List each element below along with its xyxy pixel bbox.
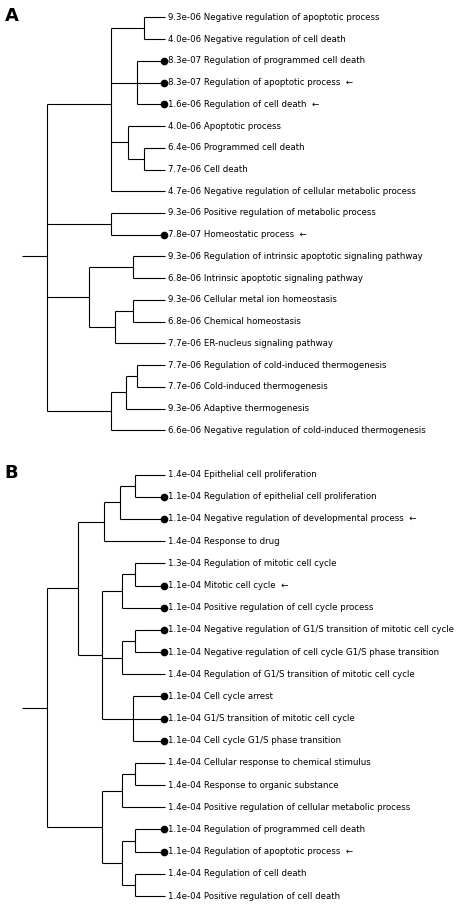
Text: 9.3e-06 Cellular metal ion homeostasis: 9.3e-06 Cellular metal ion homeostasis [168,295,337,305]
Text: A: A [4,6,18,25]
Text: 9.3e-06 Adaptive thermogenesis: 9.3e-06 Adaptive thermogenesis [168,404,310,413]
Text: 9.3e-06 Negative regulation of apoptotic process: 9.3e-06 Negative regulation of apoptotic… [168,13,380,22]
Text: 8.3e-07 Regulation of apoptotic process  ←: 8.3e-07 Regulation of apoptotic process … [168,78,354,87]
Text: 1.4e-04 Response to organic substance: 1.4e-04 Response to organic substance [168,781,339,790]
Text: 1.6e-06 Regulation of cell death  ←: 1.6e-06 Regulation of cell death ← [168,100,319,109]
Text: 6.6e-06 Negative regulation of cold-induced thermogenesis: 6.6e-06 Negative regulation of cold-indu… [168,426,426,435]
Text: 7.7e-06 Cold-induced thermogenesis: 7.7e-06 Cold-induced thermogenesis [168,382,328,391]
Text: 1.1e-04 Cell cycle arrest: 1.1e-04 Cell cycle arrest [168,692,273,701]
Text: 1.4e-04 Cellular response to chemical stimulus: 1.4e-04 Cellular response to chemical st… [168,759,371,767]
Text: 1.1e-04 Regulation of apoptotic process  ←: 1.1e-04 Regulation of apoptotic process … [168,847,354,857]
Text: B: B [4,463,18,482]
Text: 9.3e-06 Positive regulation of metabolic process: 9.3e-06 Positive regulation of metabolic… [168,209,376,218]
Text: 6.4e-06 Programmed cell death: 6.4e-06 Programmed cell death [168,143,305,152]
Text: 1.1e-04 Negative regulation of developmental process  ←: 1.1e-04 Negative regulation of developme… [168,514,417,523]
Text: 1.1e-04 Positive regulation of cell cycle process: 1.1e-04 Positive regulation of cell cycl… [168,604,374,612]
Text: 1.1e-04 Regulation of epithelial cell proliferation: 1.1e-04 Regulation of epithelial cell pr… [168,492,377,501]
Text: 6.8e-06 Chemical homeostasis: 6.8e-06 Chemical homeostasis [168,318,301,326]
Text: 7.7e-06 Regulation of cold-induced thermogenesis: 7.7e-06 Regulation of cold-induced therm… [168,361,387,369]
Text: 1.4e-04 Regulation of G1/S transition of mitotic cell cycle: 1.4e-04 Regulation of G1/S transition of… [168,670,415,678]
Text: 7.7e-06 Cell death: 7.7e-06 Cell death [168,165,248,174]
Text: 7.7e-06 ER-nucleus signaling pathway: 7.7e-06 ER-nucleus signaling pathway [168,339,333,348]
Text: 1.4e-04 Epithelial cell proliferation: 1.4e-04 Epithelial cell proliferation [168,470,317,479]
Text: 1.4e-04 Positive regulation of cell death: 1.4e-04 Positive regulation of cell deat… [168,892,340,901]
Text: 6.8e-06 Intrinsic apoptotic signaling pathway: 6.8e-06 Intrinsic apoptotic signaling pa… [168,273,364,282]
Text: 1.1e-04 Negative regulation of G1/S transition of mitotic cell cycle: 1.1e-04 Negative regulation of G1/S tran… [168,626,455,634]
Text: 7.8e-07 Homeostatic process  ←: 7.8e-07 Homeostatic process ← [168,230,307,239]
Text: 4.0e-06 Apoptotic process: 4.0e-06 Apoptotic process [168,122,282,130]
Text: 1.1e-04 Negative regulation of cell cycle G1/S phase transition: 1.1e-04 Negative regulation of cell cycl… [168,648,439,656]
Text: 1.1e-04 Mitotic cell cycle  ←: 1.1e-04 Mitotic cell cycle ← [168,581,289,590]
Text: 9.3e-06 Regulation of intrinsic apoptotic signaling pathway: 9.3e-06 Regulation of intrinsic apoptoti… [168,252,423,261]
Text: 1.1e-04 G1/S transition of mitotic cell cycle: 1.1e-04 G1/S transition of mitotic cell … [168,714,355,723]
Text: 1.1e-04 Regulation of programmed cell death: 1.1e-04 Regulation of programmed cell de… [168,825,365,834]
Text: 1.4e-04 Positive regulation of cellular metabolic process: 1.4e-04 Positive regulation of cellular … [168,803,410,812]
Text: 8.3e-07 Regulation of programmed cell death: 8.3e-07 Regulation of programmed cell de… [168,56,365,66]
Text: 1.3e-04 Regulation of mitotic cell cycle: 1.3e-04 Regulation of mitotic cell cycle [168,558,337,568]
Text: 1.4e-04 Regulation of cell death: 1.4e-04 Regulation of cell death [168,869,307,879]
Text: 4.0e-06 Negative regulation of cell death: 4.0e-06 Negative regulation of cell deat… [168,35,346,43]
Text: 4.7e-06 Negative regulation of cellular metabolic process: 4.7e-06 Negative regulation of cellular … [168,186,416,196]
Text: 1.4e-04 Response to drug: 1.4e-04 Response to drug [168,536,280,545]
Text: 1.1e-04 Cell cycle G1/S phase transition: 1.1e-04 Cell cycle G1/S phase transition [168,737,341,745]
